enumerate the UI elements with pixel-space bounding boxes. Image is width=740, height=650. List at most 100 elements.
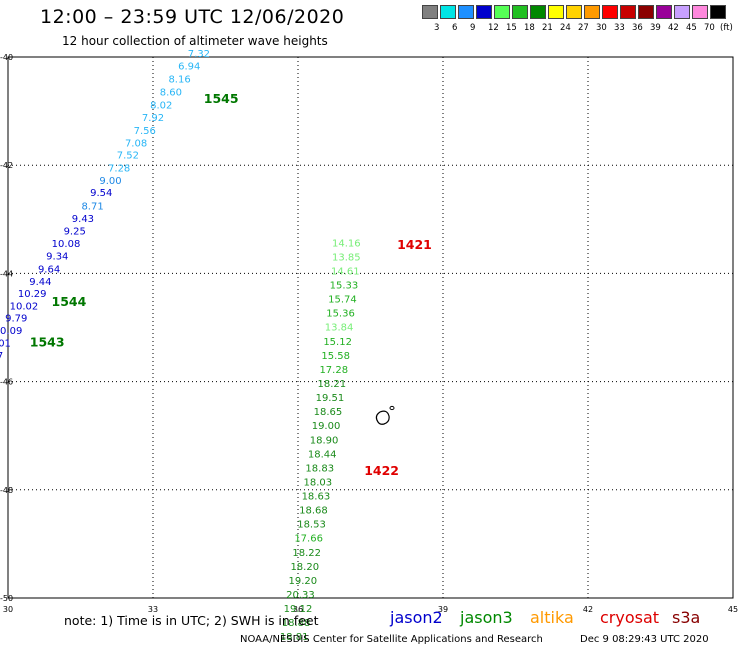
swh-value: 9.34 [46,251,68,262]
swh-value: 9.44 [29,277,51,288]
swh-value: 18.90 [310,435,339,446]
swh-value: 15.36 [326,309,355,320]
swh-value: 10.02 [10,302,39,313]
island-outline [389,405,395,411]
swh-value: 6.94 [178,61,200,72]
swh-value: 7.32 [188,49,210,60]
legend-label: 36 [632,23,643,33]
pass-label: 1544 [52,294,87,309]
lon-tick-label: 42 [583,605,593,614]
swh-value: 17.28 [319,365,348,376]
legend-label: 15 [506,23,517,33]
map-frame [7,56,734,599]
lat-tick-label: -48 [0,486,13,495]
page-title: 12:00 – 23:59 UTC 12/06/2020 [40,6,345,28]
legend-label: 39 [650,23,661,33]
legend-swatch [656,5,672,19]
swh-value: 13.84 [325,323,354,334]
swh-value: 9.25 [64,226,86,237]
legend-swatch [566,5,582,19]
swh-value: 9.87 [0,351,3,362]
legend-label: 21 [542,23,553,33]
lat-tick-label: -50 [0,594,13,603]
legend-swatch [602,5,618,19]
lat-tick-label: -44 [0,269,13,278]
legend-label: 70 [704,23,715,33]
swh-value: 19.20 [289,576,318,587]
swh-value: 15.33 [330,281,359,292]
pass-label: 1422 [364,463,399,478]
legend-swatch [440,5,456,19]
legend-swatch [548,5,564,19]
swh-value: 18.22 [292,548,321,559]
legend-swatch [674,5,690,19]
footer-note: note: 1) Time is in UTC; 2) SWH is in fe… [64,613,319,628]
swh-value: 18.03 [303,477,332,488]
island-outline [375,410,390,425]
satellite-legend-s3a: s3a [672,608,701,627]
swh-value: 18.65 [314,407,343,418]
legend-swatch [422,5,438,19]
swh-value: 9.43 [72,214,94,225]
legend-label: 33 [614,23,625,33]
satellite-legend-altika: altika [530,608,574,627]
legend-label: 3 [434,23,440,33]
legend-swatch [620,5,636,19]
page-subtitle: 12 hour collection of altimeter wave hei… [62,34,328,48]
swh-value: 10.09 [0,326,22,337]
swh-value: 9.00 [99,176,121,187]
swh-value: 13.85 [332,252,361,263]
swh-value: 18.21 [318,379,347,390]
swh-value: 18.20 [290,562,319,573]
swh-value: 8.60 [160,87,182,98]
swh-value: 14.16 [332,238,361,249]
legend-label: 45 [686,23,697,33]
swh-value: 10.29 [18,289,47,300]
swh-value: 18.53 [297,520,326,531]
swh-value: 17.66 [294,534,323,545]
swh-value: 7.92 [142,113,164,124]
lat-tick-label: -46 [0,378,13,387]
legend-swatch [494,5,510,19]
legend-swatch [512,5,528,19]
swh-value: 8.71 [81,202,103,213]
legend-swatch [476,5,492,19]
legend-unit: (ft) [720,23,733,33]
swh-value: 9.01 [0,338,11,349]
swh-value: 14.61 [331,266,360,277]
legend-swatch [530,5,546,19]
legend-swatch [692,5,708,19]
legend-swatch [638,5,654,19]
legend-label: 27 [578,23,589,33]
legend-label: 9 [470,23,476,33]
satellite-legend-cryosat: cryosat [600,608,660,627]
legend-swatch [584,5,600,19]
lon-tick-label: 39 [438,605,448,614]
swh-value: 18.88 [282,618,311,629]
swh-value: 18.44 [308,449,337,460]
legend-swatch [710,5,726,19]
legend-label: 24 [560,23,571,33]
swh-value: 20.33 [286,590,315,601]
swh-value: 7.52 [117,151,139,162]
legend-label: 6 [452,23,458,33]
swh-value: 15.58 [321,351,350,362]
swh-value: 18.83 [305,463,334,474]
swh-value: 7.56 [134,126,156,137]
swh-value: 8.16 [168,74,190,85]
swh-value: 18.68 [299,506,328,517]
swh-value: 19.00 [312,421,341,432]
legend-label: 18 [524,23,535,33]
credit-text: NOAA/NESDIS Center for Satellite Applica… [240,634,543,645]
legend-label: 12 [488,23,499,33]
lon-tick-label: 30 [3,605,13,614]
swh-value: 9.64 [38,264,60,275]
swh-value: 8.02 [150,100,172,111]
satellite-legend-jason2: jason2 [390,608,443,627]
lon-tick-label: 45 [728,605,738,614]
lon-tick-label: 36 [293,605,303,614]
satellite-legend-jason3: jason3 [460,608,513,627]
lat-tick-label: -40 [0,53,13,62]
legend-label: 30 [596,23,607,33]
